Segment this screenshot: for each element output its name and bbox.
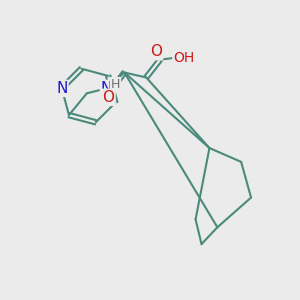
Text: OH: OH — [173, 51, 194, 65]
Text: H: H — [111, 78, 120, 91]
Text: O: O — [103, 90, 115, 105]
Text: O: O — [150, 44, 162, 59]
Text: N: N — [56, 81, 68, 96]
Text: N: N — [101, 81, 112, 96]
